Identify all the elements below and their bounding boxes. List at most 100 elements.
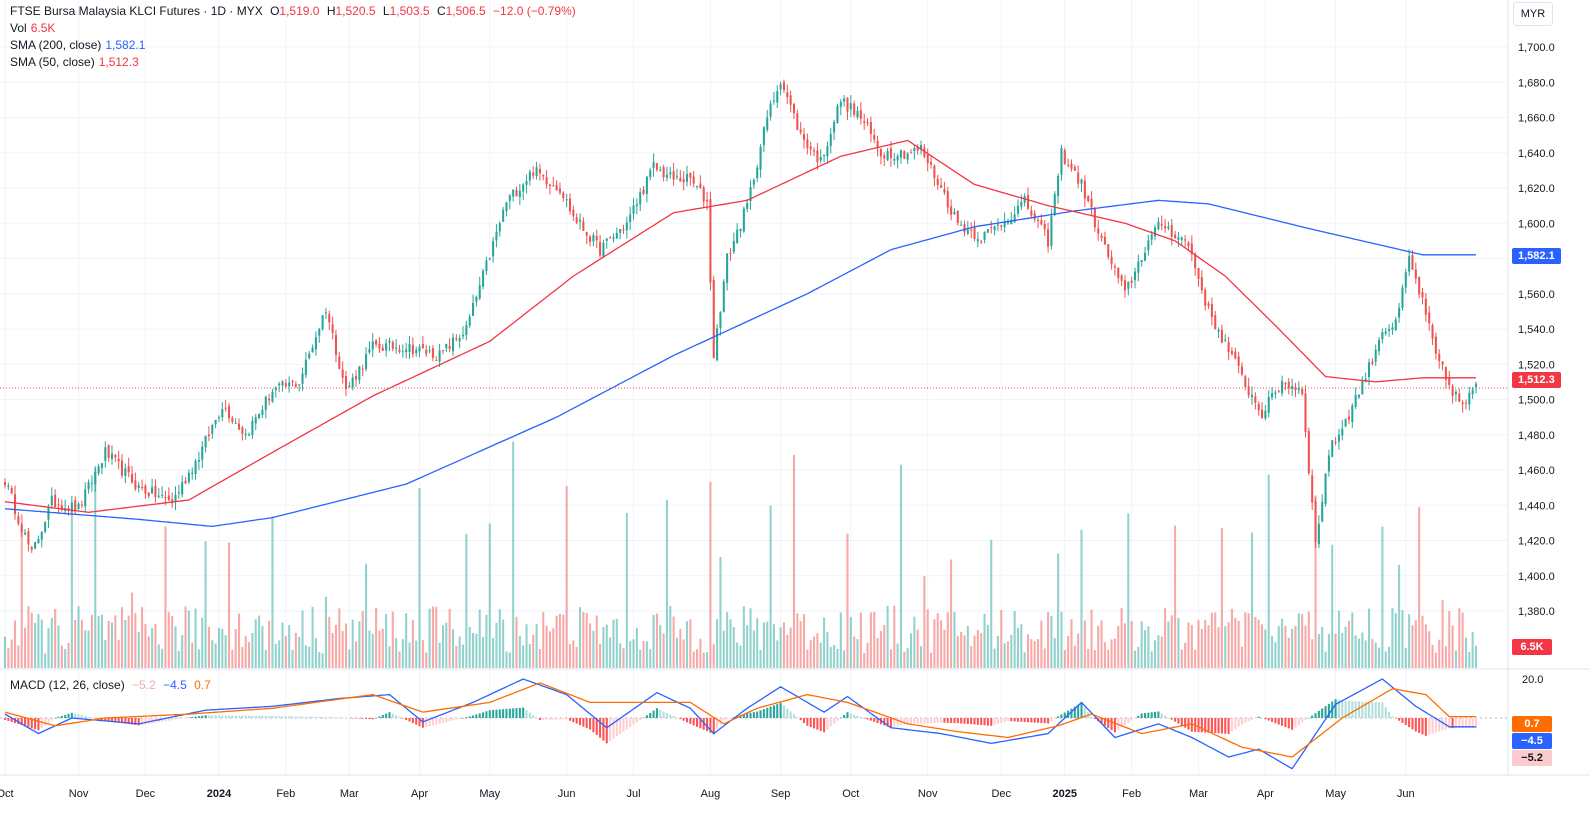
candle-body [90, 482, 93, 484]
candle-body [44, 522, 47, 532]
candle-body [1010, 219, 1013, 225]
macd-histogram-bar [1304, 718, 1307, 721]
volume-bar [689, 619, 692, 668]
candle-body [294, 384, 297, 387]
volume-bar [231, 649, 234, 668]
macd-histogram-bar [1454, 718, 1457, 729]
candle [786, 84, 789, 104]
candle-body [137, 485, 140, 488]
macd-histogram-bar [334, 717, 338, 718]
macd-histogram-bar [451, 718, 455, 721]
volume-bar [348, 649, 351, 668]
candle [776, 85, 779, 109]
candle [144, 483, 147, 499]
macd-histogram-bar [716, 718, 719, 730]
macd-histogram-bar [1190, 718, 1193, 732]
candle [157, 488, 160, 499]
sma200-legend[interactable]: SMA (200, close) 1,582.1 [10, 37, 149, 54]
candle-body [17, 516, 20, 524]
candle [87, 479, 90, 494]
macd-histogram-bar [706, 718, 709, 732]
macd-legend[interactable]: MACD (12, 26, close) −5.2 −4.5 0.7 [10, 677, 215, 694]
volume-bar [408, 642, 411, 668]
macd-histogram-bar [1344, 700, 1347, 718]
volume-bar [197, 649, 200, 668]
volume-bar [568, 644, 572, 668]
candle [1378, 336, 1381, 356]
candle-body [1070, 163, 1073, 169]
candle-body [1424, 298, 1427, 315]
volume-label: Vol [10, 21, 27, 35]
macd-histogram-bar [375, 717, 378, 719]
volume-bar [278, 640, 281, 668]
candle [1210, 297, 1213, 326]
time-tick-label: 2024 [207, 788, 232, 800]
candle [301, 367, 304, 391]
candle-body [485, 260, 488, 272]
volume-bar [1184, 642, 1187, 668]
candle [1177, 231, 1180, 247]
volume-bar [662, 633, 665, 668]
volume-bar [1140, 621, 1143, 668]
volume-bar [448, 608, 451, 668]
macd-histogram-bar [522, 707, 525, 718]
macd-histogram-bar [813, 718, 816, 729]
candle [859, 102, 862, 125]
macd-histogram-bar [120, 718, 124, 724]
volume-bar [1030, 639, 1033, 668]
candle [1184, 235, 1187, 249]
volume-bar [799, 621, 802, 668]
macd-histogram-bar [418, 718, 421, 727]
candle [214, 419, 217, 429]
volume-bar [682, 639, 685, 668]
macd-histogram-bar [224, 715, 227, 718]
candle-body [401, 351, 404, 353]
symbol-legend[interactable]: FTSE Bursa Malaysia KLCI Futures · 1D · … [10, 3, 580, 20]
time-tick-label: Dec [991, 788, 1011, 800]
macd-histogram-bar [1093, 718, 1096, 720]
macd-histogram-bar [873, 718, 876, 722]
candle [37, 535, 40, 544]
macd-histogram-bar [124, 718, 127, 724]
candle-body [612, 237, 615, 240]
macd-histogram-bar [1070, 708, 1073, 718]
candle-body [20, 524, 23, 533]
candle [278, 381, 281, 393]
candle-body [866, 122, 869, 124]
macd-histogram-bar [963, 718, 966, 724]
candle-body [589, 236, 592, 242]
macd-histogram-bar [1210, 718, 1213, 733]
volume-legend[interactable]: Vol 6.5K [10, 20, 59, 37]
macd-histogram-bar [866, 718, 869, 720]
sma50-legend[interactable]: SMA (50, close) 1,512.3 [10, 54, 143, 71]
volume-bar [1364, 640, 1367, 668]
candle [976, 231, 979, 248]
candle [248, 432, 251, 436]
volume-bar [338, 608, 341, 668]
currency-selector[interactable]: MYR [1513, 2, 1553, 26]
candle-body [1301, 389, 1304, 394]
candle [120, 454, 124, 479]
volume-bar [37, 614, 40, 668]
candle-body [1087, 196, 1090, 202]
candle [314, 331, 317, 356]
macd-histogram-bar [1197, 718, 1200, 733]
volume-bar [836, 648, 839, 668]
macd-histogram-bar [498, 709, 501, 718]
macd-histogram-bar [401, 718, 404, 719]
candle [839, 99, 842, 116]
candle [635, 198, 638, 215]
volume-bar [926, 609, 929, 668]
candle-body [80, 504, 83, 506]
candle [1110, 250, 1113, 270]
macd-histogram-bar [552, 718, 555, 720]
candle-body [54, 494, 57, 507]
candle-body [174, 494, 177, 503]
candle-body [141, 486, 144, 489]
macd-histogram-bar [605, 718, 608, 744]
candle-body [672, 171, 675, 180]
macd-histogram-bar [973, 718, 976, 725]
candle-body [595, 236, 598, 241]
candle-body [1267, 396, 1270, 413]
